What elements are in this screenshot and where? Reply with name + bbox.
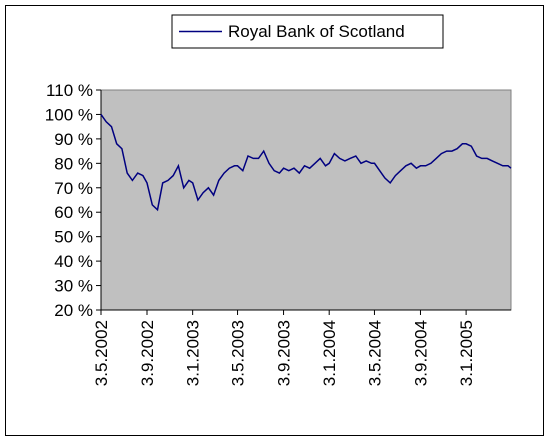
- x-tick-label: 3.5.2003: [229, 320, 248, 386]
- legend-label: Royal Bank of Scotland: [228, 22, 405, 41]
- x-tick-label: 3.5.2004: [365, 320, 384, 386]
- y-tick-label: 90 %: [54, 130, 93, 149]
- y-tick-label: 110 %: [46, 81, 93, 100]
- y-tick-label: 40 %: [54, 252, 93, 271]
- series-line-royal-bank-of-scotland: [100, 113, 512, 212]
- x-tick-label: 3.1.2003: [184, 320, 203, 386]
- y-tick-label: 20 %: [54, 301, 93, 320]
- y-tick-label: 30 %: [54, 277, 93, 296]
- x-tick-label: 3.1.2005: [457, 320, 476, 386]
- y-axis: 20 % 30 % 40 % 50 % 60 % 70 % 80 % 90 % 100 % 110…: [45, 81, 102, 320]
- x-tick-label: 3.1.2004: [320, 320, 339, 386]
- x-tick-label: 3.9.2002: [138, 320, 157, 386]
- x-tick-label: 3.9.2003: [275, 320, 294, 386]
- x-axis: 3.5.2002 3.9.2002 3.1.2003 3.5.2003 3.9.2003…: [92, 309, 511, 386]
- y-tick-label: 50 %: [54, 228, 93, 247]
- y-tick-label: 80 %: [54, 154, 93, 173]
- x-tick-label: 3.5.2002: [92, 320, 111, 386]
- plot-area: [100, 89, 512, 311]
- legend: Royal Bank of Scotland: [171, 14, 444, 49]
- x-tick-label: 3.9.2004: [411, 320, 430, 386]
- y-tick-label: 70 %: [54, 179, 93, 198]
- y-tick-label: 100 %: [45, 105, 93, 124]
- y-tick-label: 60 %: [54, 203, 93, 222]
